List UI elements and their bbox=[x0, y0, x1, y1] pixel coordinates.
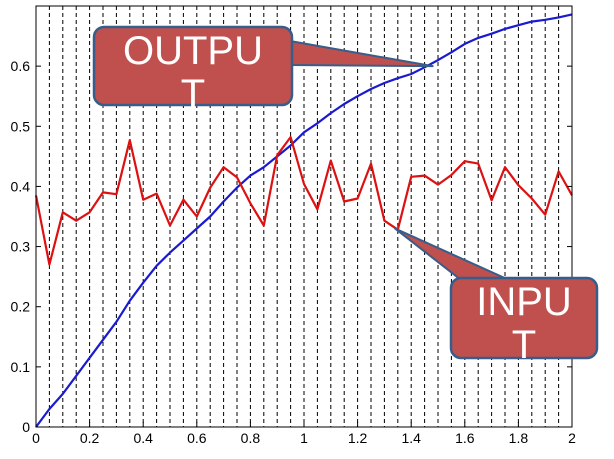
x-tick-label: 1.6 bbox=[455, 430, 475, 446]
y-tick-label: 0.4 bbox=[11, 178, 31, 194]
y-tick-label: 0.6 bbox=[11, 58, 31, 74]
y-tick-label: 0.2 bbox=[11, 299, 31, 315]
y-tick-label: 0.1 bbox=[11, 359, 31, 375]
series-line-output bbox=[35, 13, 573, 428]
callout-fill bbox=[96, 29, 290, 103]
callout-fill bbox=[453, 280, 595, 356]
x-tick-label: 1 bbox=[300, 430, 308, 446]
x-tick-label: 0.6 bbox=[187, 430, 207, 446]
x-tick-label: 1.2 bbox=[348, 430, 368, 446]
y-tick-label: 0.5 bbox=[11, 118, 31, 134]
callout-text-line2: T bbox=[512, 323, 536, 367]
y-tick-label: 0 bbox=[22, 419, 30, 435]
series-layer bbox=[34, 13, 573, 428]
x-tick-label: 1.8 bbox=[509, 430, 529, 446]
x-tick-label: 0.2 bbox=[80, 430, 100, 446]
axis-ticks: 0 0.2 0.4 0.6 0.8 1 1.2 1.4 1.6 1.8 2 0 0.1 0.2 0.3 0.4… bbox=[11, 58, 577, 446]
y-tick-label: 0.3 bbox=[11, 239, 31, 255]
x-tick-label: 0 bbox=[32, 430, 40, 446]
callout-text-line1: INPU bbox=[476, 280, 572, 324]
x-tick-label: 2 bbox=[568, 430, 576, 446]
x-tick-label: 0.8 bbox=[241, 430, 261, 446]
callout-text-line1: OUTPU bbox=[123, 29, 263, 73]
x-tick-label: 0.4 bbox=[133, 430, 153, 446]
callout-text-line2: T bbox=[181, 72, 205, 116]
x-tick-label: 1.4 bbox=[401, 430, 421, 446]
series-line-input bbox=[34, 136, 573, 266]
